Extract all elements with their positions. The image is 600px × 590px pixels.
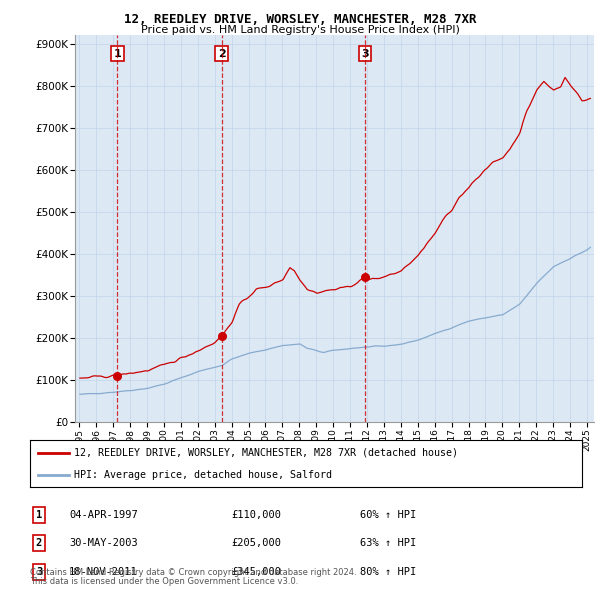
Text: 60% ↑ HPI: 60% ↑ HPI bbox=[360, 510, 416, 520]
Text: 63% ↑ HPI: 63% ↑ HPI bbox=[360, 539, 416, 548]
Text: 3: 3 bbox=[36, 567, 42, 576]
Text: 3: 3 bbox=[361, 49, 369, 59]
Text: 12, REEDLEY DRIVE, WORSLEY, MANCHESTER, M28 7XR (detached house): 12, REEDLEY DRIVE, WORSLEY, MANCHESTER, … bbox=[74, 448, 458, 458]
Text: 2: 2 bbox=[36, 539, 42, 548]
Text: Price paid vs. HM Land Registry's House Price Index (HPI): Price paid vs. HM Land Registry's House … bbox=[140, 25, 460, 35]
Text: This data is licensed under the Open Government Licence v3.0.: This data is licensed under the Open Gov… bbox=[30, 578, 298, 586]
Text: £205,000: £205,000 bbox=[231, 539, 281, 548]
Text: 30-MAY-2003: 30-MAY-2003 bbox=[69, 539, 138, 548]
Text: Contains HM Land Registry data © Crown copyright and database right 2024.: Contains HM Land Registry data © Crown c… bbox=[30, 568, 356, 577]
Text: 80% ↑ HPI: 80% ↑ HPI bbox=[360, 567, 416, 576]
Text: £345,000: £345,000 bbox=[231, 567, 281, 576]
Text: 1: 1 bbox=[113, 49, 121, 59]
Text: 04-APR-1997: 04-APR-1997 bbox=[69, 510, 138, 520]
Text: 12, REEDLEY DRIVE, WORSLEY, MANCHESTER, M28 7XR: 12, REEDLEY DRIVE, WORSLEY, MANCHESTER, … bbox=[124, 13, 476, 26]
Text: 2: 2 bbox=[218, 49, 226, 59]
Text: 18-NOV-2011: 18-NOV-2011 bbox=[69, 567, 138, 576]
Text: 1: 1 bbox=[36, 510, 42, 520]
Text: £110,000: £110,000 bbox=[231, 510, 281, 520]
Text: HPI: Average price, detached house, Salford: HPI: Average price, detached house, Salf… bbox=[74, 470, 332, 480]
